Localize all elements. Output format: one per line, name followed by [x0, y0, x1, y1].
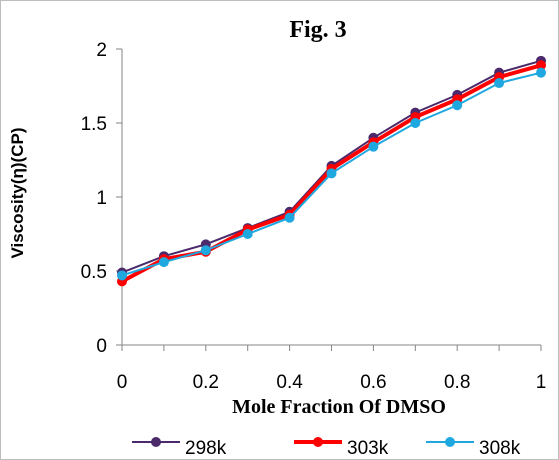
axes: 0 0.5 1 1.5 2 0 0.2 0.4 0.6 0.8 1: [81, 40, 547, 393]
legend-marker-298k: [151, 437, 161, 447]
legend: 298k 303k 308k: [132, 437, 521, 459]
y-tick-label: 1.5: [81, 114, 107, 135]
legend-label-298k: 298k: [185, 438, 227, 459]
x-tick-label: 0.4: [276, 372, 303, 393]
data-point-308k: [117, 270, 127, 281]
data-point-308k: [200, 245, 211, 256]
chart-title: Fig. 3: [289, 17, 346, 43]
legend-marker-303k: [313, 437, 323, 447]
legend-item-303k: 303k: [294, 437, 389, 459]
y-tick-label: 0: [96, 336, 107, 357]
data-point-308k: [494, 78, 505, 89]
legend-item-308k: 308k: [426, 437, 521, 459]
data-point-308k: [536, 67, 546, 78]
x-tick-label: 1: [536, 372, 547, 393]
data-point-308k: [158, 257, 169, 268]
legend-label-303k: 303k: [347, 438, 389, 459]
data-point-308k: [284, 212, 295, 223]
data-point-308k: [326, 168, 337, 179]
y-axis-label: Viscosity(η)(CP): [8, 128, 27, 259]
x-tick-label: 0.6: [360, 372, 386, 393]
series-308k: [117, 67, 546, 281]
legend-label-308k: 308k: [479, 438, 521, 459]
x-tick-label: 0.8: [444, 372, 470, 393]
data-point-303k: [536, 60, 546, 71]
y-tick-label: 1: [96, 188, 107, 209]
x-tick-label: 0.2: [193, 372, 219, 393]
y-tick-label: 2: [96, 40, 107, 61]
x-axis-label: Mole Fraction Of DMSO: [232, 396, 446, 418]
legend-marker-308k: [445, 437, 455, 447]
legend-item-298k: 298k: [132, 437, 227, 459]
series-layer: [117, 55, 546, 287]
data-point-308k: [368, 141, 379, 152]
data-point-308k: [452, 100, 463, 111]
data-point-308k: [242, 229, 253, 239]
x-tick-label: 0: [117, 372, 128, 393]
data-point-308k: [410, 118, 421, 128]
y-tick-label: 0.5: [81, 262, 107, 283]
